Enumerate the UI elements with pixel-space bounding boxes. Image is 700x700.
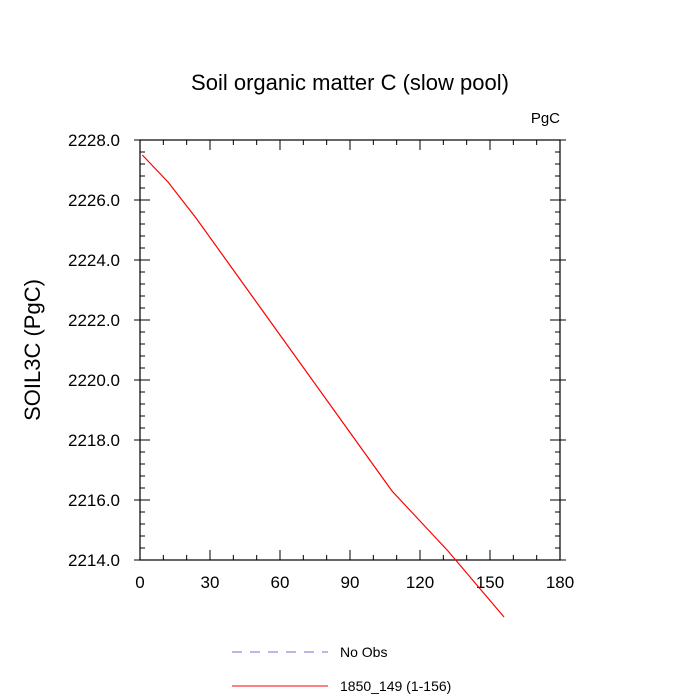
x-tick-label: 0 bbox=[135, 573, 144, 592]
y-tick-label: 2214.0 bbox=[68, 551, 120, 570]
y-tick-label: 2222.0 bbox=[68, 311, 120, 330]
y-tick-label: 2218.0 bbox=[68, 431, 120, 450]
plot-area: 0 30 60 90 120 150 180 2214.0 2216.0 2218.0 2220.0… bbox=[68, 131, 574, 618]
legend: No Obs 1850_149 (1-156) bbox=[232, 644, 451, 694]
plot-frame bbox=[139, 139, 561, 561]
y-tick-label: 2220.0 bbox=[68, 371, 120, 390]
x-tick-label: 90 bbox=[341, 573, 360, 592]
chart-title: Soil organic matter C (slow pool) bbox=[191, 70, 509, 95]
legend-label: 1850_149 (1-156) bbox=[340, 678, 451, 694]
x-tick-label: 30 bbox=[201, 573, 220, 592]
y-tick-label: 2224.0 bbox=[68, 251, 120, 270]
x-tick-label: 150 bbox=[476, 573, 504, 592]
y-tick-label: 2228.0 bbox=[68, 131, 120, 150]
x-tick-label: 180 bbox=[546, 573, 574, 592]
y-tick-label: 2226.0 bbox=[68, 191, 120, 210]
x-tick-label: 120 bbox=[406, 573, 434, 592]
legend-label: No Obs bbox=[340, 644, 387, 660]
units-label: PgC bbox=[531, 110, 560, 127]
x-tick-label: 60 bbox=[271, 573, 290, 592]
y-tick-label: 2216.0 bbox=[68, 491, 120, 510]
series-line bbox=[141, 154, 505, 618]
y-axis-label: SOIL3C (PgC) bbox=[20, 279, 45, 421]
